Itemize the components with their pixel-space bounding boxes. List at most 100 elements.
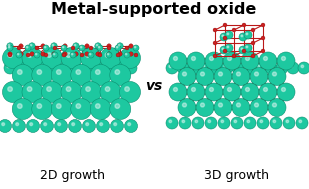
Circle shape bbox=[202, 65, 205, 68]
Circle shape bbox=[128, 65, 131, 68]
Circle shape bbox=[232, 62, 244, 74]
Circle shape bbox=[221, 62, 233, 74]
Circle shape bbox=[177, 62, 189, 74]
Circle shape bbox=[246, 33, 248, 35]
Circle shape bbox=[256, 90, 261, 94]
Circle shape bbox=[30, 72, 35, 78]
Circle shape bbox=[85, 52, 89, 56]
Circle shape bbox=[198, 82, 203, 87]
Circle shape bbox=[62, 46, 64, 48]
Circle shape bbox=[227, 88, 231, 91]
Circle shape bbox=[214, 98, 232, 116]
Circle shape bbox=[100, 81, 121, 102]
Circle shape bbox=[227, 57, 231, 60]
Circle shape bbox=[241, 48, 243, 50]
Circle shape bbox=[71, 98, 92, 119]
Circle shape bbox=[8, 87, 12, 91]
Circle shape bbox=[225, 82, 230, 87]
Circle shape bbox=[202, 59, 208, 64]
Text: 3D growth: 3D growth bbox=[205, 169, 269, 182]
Circle shape bbox=[118, 44, 120, 46]
Circle shape bbox=[189, 66, 194, 71]
Circle shape bbox=[122, 98, 128, 103]
Circle shape bbox=[103, 64, 108, 69]
Circle shape bbox=[49, 72, 55, 78]
Circle shape bbox=[255, 72, 258, 76]
Circle shape bbox=[117, 89, 123, 95]
Circle shape bbox=[59, 89, 65, 95]
Circle shape bbox=[251, 54, 255, 58]
Circle shape bbox=[110, 64, 131, 85]
Circle shape bbox=[218, 72, 222, 76]
Circle shape bbox=[274, 90, 280, 94]
Circle shape bbox=[230, 105, 235, 110]
Circle shape bbox=[261, 82, 266, 87]
Circle shape bbox=[234, 120, 237, 123]
Circle shape bbox=[236, 103, 240, 107]
Circle shape bbox=[95, 65, 98, 68]
Circle shape bbox=[257, 117, 269, 129]
Circle shape bbox=[283, 117, 295, 129]
Circle shape bbox=[192, 117, 204, 129]
Circle shape bbox=[184, 90, 189, 94]
Circle shape bbox=[62, 65, 65, 68]
Circle shape bbox=[12, 64, 33, 85]
Circle shape bbox=[112, 98, 118, 103]
Circle shape bbox=[128, 123, 131, 126]
Circle shape bbox=[88, 52, 94, 58]
Circle shape bbox=[69, 72, 74, 78]
Circle shape bbox=[225, 31, 233, 39]
Circle shape bbox=[106, 65, 109, 68]
Circle shape bbox=[232, 98, 250, 116]
Circle shape bbox=[90, 64, 111, 85]
Circle shape bbox=[216, 97, 221, 102]
Circle shape bbox=[0, 119, 11, 132]
Circle shape bbox=[48, 62, 60, 74]
Circle shape bbox=[124, 52, 130, 58]
Circle shape bbox=[61, 47, 82, 68]
Circle shape bbox=[220, 33, 228, 41]
Circle shape bbox=[40, 55, 45, 61]
Circle shape bbox=[261, 49, 265, 53]
Circle shape bbox=[71, 53, 73, 55]
Circle shape bbox=[98, 89, 104, 95]
Circle shape bbox=[218, 117, 230, 129]
Circle shape bbox=[265, 62, 277, 74]
Circle shape bbox=[125, 62, 137, 74]
Circle shape bbox=[105, 87, 110, 91]
Circle shape bbox=[20, 55, 26, 61]
Circle shape bbox=[264, 88, 268, 91]
Circle shape bbox=[80, 53, 84, 57]
Circle shape bbox=[69, 106, 74, 112]
Circle shape bbox=[207, 82, 212, 87]
Circle shape bbox=[83, 119, 95, 132]
Circle shape bbox=[106, 52, 112, 58]
Circle shape bbox=[37, 70, 42, 74]
Circle shape bbox=[191, 65, 194, 68]
Circle shape bbox=[83, 64, 89, 69]
Circle shape bbox=[76, 70, 81, 74]
Circle shape bbox=[122, 81, 128, 86]
Circle shape bbox=[18, 70, 22, 74]
Circle shape bbox=[92, 62, 104, 74]
Circle shape bbox=[83, 81, 89, 86]
Circle shape bbox=[180, 65, 183, 68]
Circle shape bbox=[32, 98, 53, 119]
Circle shape bbox=[281, 57, 286, 60]
Circle shape bbox=[223, 23, 227, 27]
Circle shape bbox=[108, 72, 113, 78]
Circle shape bbox=[74, 98, 79, 103]
Circle shape bbox=[134, 53, 138, 57]
Circle shape bbox=[93, 81, 99, 86]
Circle shape bbox=[98, 55, 104, 61]
Circle shape bbox=[19, 52, 23, 56]
Circle shape bbox=[296, 117, 308, 129]
Circle shape bbox=[20, 89, 26, 95]
Circle shape bbox=[173, 57, 177, 60]
Circle shape bbox=[205, 83, 223, 101]
Circle shape bbox=[279, 66, 284, 71]
Circle shape bbox=[44, 81, 50, 86]
Circle shape bbox=[107, 46, 111, 50]
Circle shape bbox=[201, 103, 205, 107]
Circle shape bbox=[279, 65, 281, 68]
